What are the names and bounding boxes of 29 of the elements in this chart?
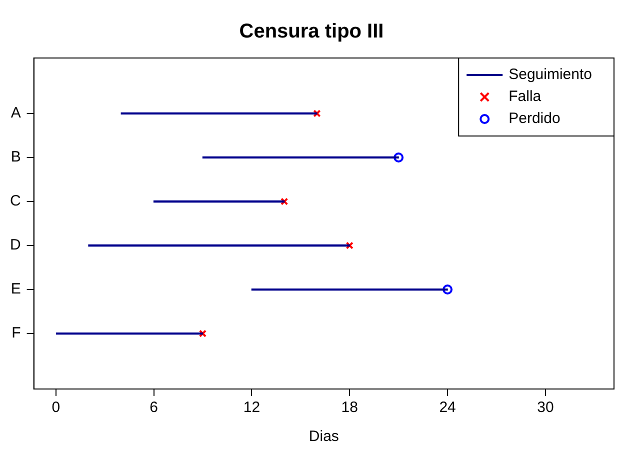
y-tick-label: B <box>10 148 21 166</box>
y-tick-label: F <box>12 324 21 342</box>
x-tick-label: 6 <box>150 399 158 416</box>
bar <box>120 112 318 115</box>
bar <box>88 244 350 247</box>
chart-title: Censura tipo III <box>239 20 384 43</box>
x-tick-label: 0 <box>52 399 60 416</box>
legend-label: Seguimiento <box>508 66 592 84</box>
y-tick-label: E <box>10 280 21 298</box>
legend-label: Perdido <box>508 110 560 128</box>
x-tick-label: 12 <box>243 399 260 416</box>
y-tick-label: D <box>10 236 21 254</box>
point <box>198 330 207 338</box>
x-tick-label: 30 <box>537 399 554 416</box>
bar <box>202 156 399 159</box>
legend-label: Falla <box>508 88 542 106</box>
point <box>346 242 354 250</box>
bar <box>56 332 204 335</box>
bar <box>153 200 285 203</box>
x-axis-title: Dias <box>308 428 339 446</box>
x-tick-label: 18 <box>341 399 358 416</box>
bar <box>251 288 448 291</box>
x-tick-label: 24 <box>439 399 456 416</box>
y-tick-label: A <box>10 104 21 122</box>
y-tick-label: C <box>10 192 21 210</box>
point <box>313 110 321 118</box>
point <box>442 284 453 295</box>
point <box>394 152 404 162</box>
point <box>280 198 288 206</box>
